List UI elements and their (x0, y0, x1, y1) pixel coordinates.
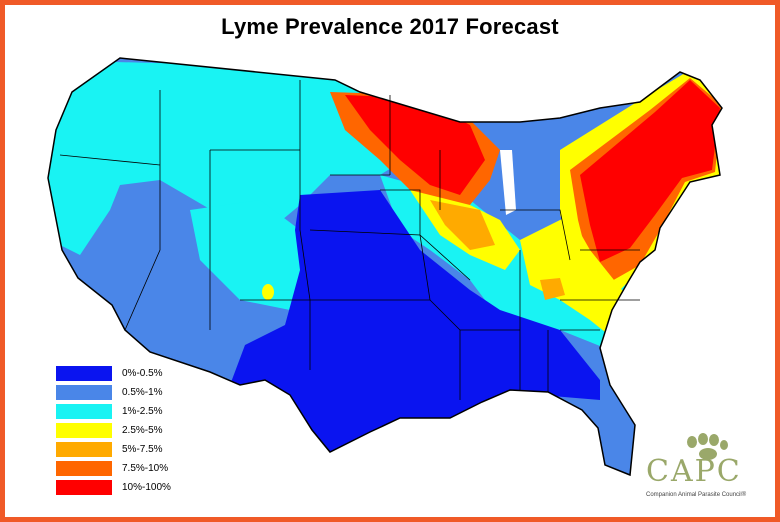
legend-swatch (56, 385, 112, 400)
legend-item: 2.5%-5% (56, 421, 171, 440)
legend-swatch (56, 404, 112, 419)
legend-item: 7.5%-10% (56, 459, 171, 478)
state-borders (59, 80, 640, 400)
logo-wordmark: CAPC (646, 454, 742, 489)
legend-item: 5%-7.5% (56, 440, 171, 459)
legend-label: 10%-100% (122, 482, 171, 493)
legend-swatch (56, 480, 112, 495)
legend-label: 5%-7.5% (122, 444, 163, 455)
capc-logo: CAPC Companion Animal Parasite Council® (640, 432, 762, 508)
legend-label: 2.5%-5% (122, 425, 163, 436)
region-5-7.5-illinois (430, 200, 495, 250)
region-1-2.5-colorado (190, 200, 310, 310)
legend-swatch (56, 423, 112, 438)
paw-print-icon (687, 433, 728, 460)
legend: 0%-0.5% 0.5%-1% 1%-2.5% 2.5%-5% 5%-7.5% … (56, 364, 171, 497)
legend-item: 10%-100% (56, 478, 171, 497)
legend-item: 1%-2.5% (56, 402, 171, 421)
region-2.5-5-appalachia (520, 215, 630, 340)
region-10-100-northeast (580, 80, 720, 262)
region-10-100-upper-midwest (345, 95, 485, 195)
logo-subtitle: Companion Animal Parasite Council® (646, 492, 747, 498)
map-title: Lyme Prevalence 2017 Forecast (221, 14, 559, 39)
legend-label: 7.5%-10% (122, 463, 169, 474)
legend-item: 0%-0.5% (56, 364, 171, 383)
lake-michigan (500, 150, 516, 215)
legend-item: 0.5%-1% (56, 383, 171, 402)
legend-swatch (56, 442, 112, 457)
region-1-2.5-north (48, 60, 420, 255)
us-outline (47, 57, 723, 477)
legend-label: 0.5%-1% (122, 387, 163, 398)
region-2.5-5-spot (262, 284, 274, 300)
region-5-7.5-kentucky (540, 278, 565, 300)
legend-label: 0%-0.5% (122, 368, 163, 379)
legend-swatch (56, 461, 112, 476)
legend-label: 1%-2.5% (122, 406, 163, 417)
legend-swatch (56, 366, 112, 381)
